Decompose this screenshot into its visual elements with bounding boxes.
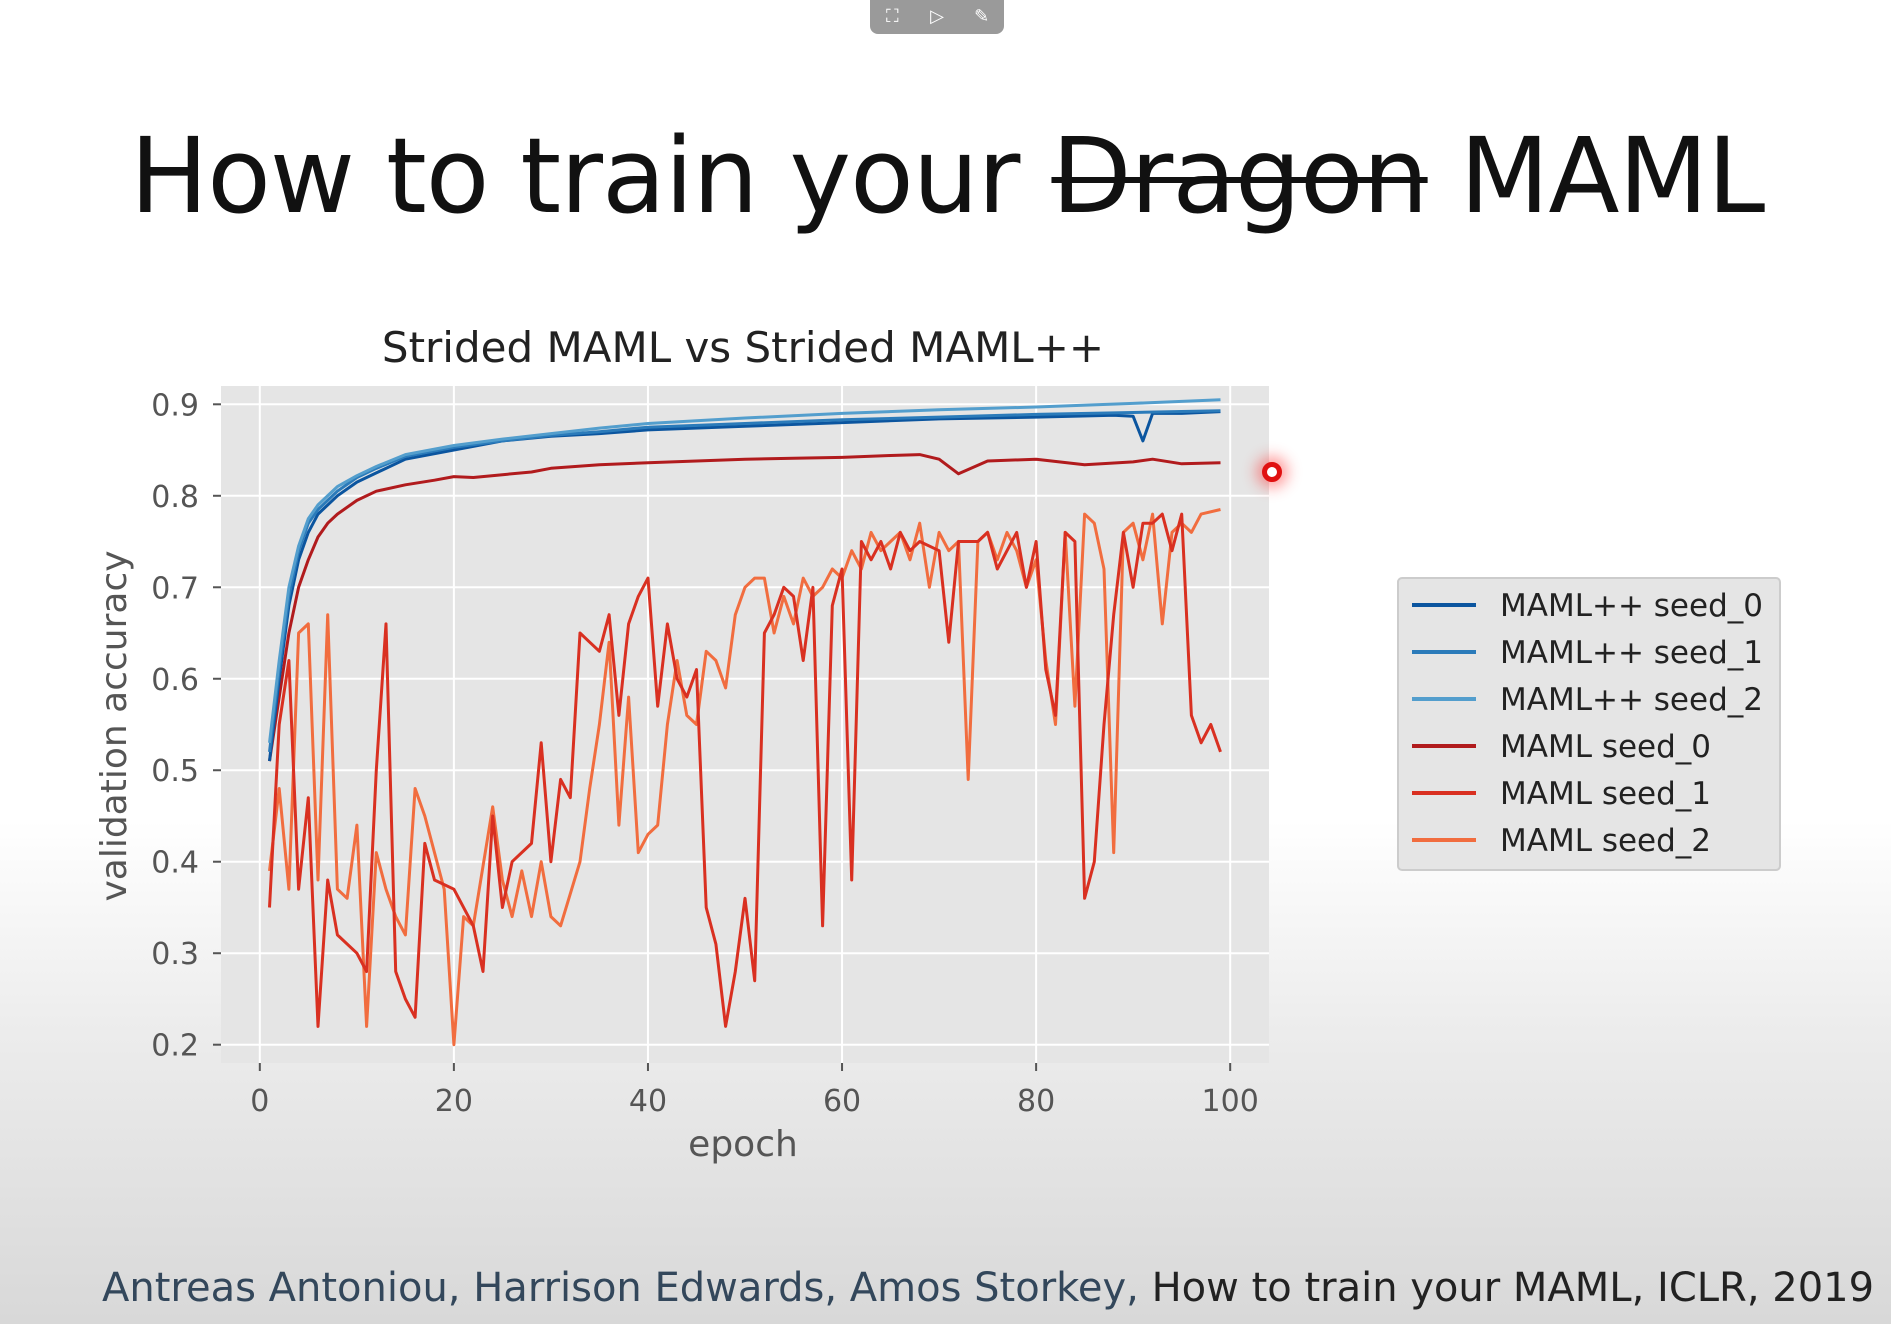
x-tick-label: 0	[250, 1084, 269, 1119]
legend-label: MAML++ seed_1	[1500, 635, 1763, 671]
slide-title: How to train your Dragon MAML	[130, 115, 1766, 237]
legend-label: MAML seed_2	[1500, 823, 1711, 859]
title-prefix: How to train your	[130, 115, 1020, 237]
series-line-maml-seed-1	[268, 409, 1221, 753]
series-line-maml-seed-1	[268, 512, 1222, 1028]
fit-screen-icon[interactable]: ⛶	[886, 6, 899, 27]
x-axis-label: epoch	[688, 1124, 798, 1165]
y-tick-label: 0.5	[151, 754, 199, 789]
x-tick-label: 60	[823, 1084, 861, 1119]
series-line-maml-seed-2	[268, 398, 1221, 743]
citation-venue: How to train your MAML, ICLR, 2019	[1138, 1265, 1875, 1311]
x-tick-label: 80	[1017, 1084, 1055, 1119]
slide-toolbar: ⛶ ▷ ✎	[870, 0, 1004, 34]
x-tick-label: 20	[435, 1084, 473, 1119]
citation: Antreas Antoniou, Harrison Edwards, Amos…	[102, 1265, 1874, 1311]
y-tick-label: 0.9	[151, 388, 199, 423]
citation-authors: Antreas Antoniou, Harrison Edwards, Amos…	[102, 1265, 1139, 1311]
chart-title: Strided MAML vs Strided MAML++	[382, 323, 1104, 372]
y-tick-label: 0.4	[151, 846, 199, 881]
legend-label: MAML seed_1	[1500, 776, 1711, 812]
validation-accuracy-chart: Strided MAML vs Strided MAML++ 0 20 40 60 80…	[94, 323, 1781, 1165]
title-struck-word: Dragon	[1051, 115, 1428, 237]
legend-label: MAML seed_0	[1500, 729, 1711, 765]
y-tick-label: 0.6	[151, 663, 199, 698]
x-tick-label: 40	[629, 1084, 667, 1119]
y-axis-label: validation accuracy	[94, 550, 135, 901]
y-tick-label: 0.7	[151, 571, 199, 606]
legend-box	[1397, 577, 1781, 871]
laser-pointer-icon	[1262, 462, 1282, 482]
notes-edit-icon[interactable]: ✎	[974, 6, 990, 27]
title-suffix: MAML	[1459, 115, 1766, 237]
slide-play-icon[interactable]: ▷	[930, 6, 944, 27]
series-line-maml-seed-0	[268, 453, 1221, 762]
y-tick-label: 0.3	[151, 937, 199, 972]
legend-label: MAML++ seed_0	[1500, 588, 1763, 624]
y-tick-label: 0.8	[151, 480, 199, 515]
y-tick-label: 0.2	[151, 1029, 199, 1064]
legend-label: MAML++ seed_2	[1500, 682, 1763, 718]
x-tick-label: 100	[1202, 1084, 1259, 1119]
